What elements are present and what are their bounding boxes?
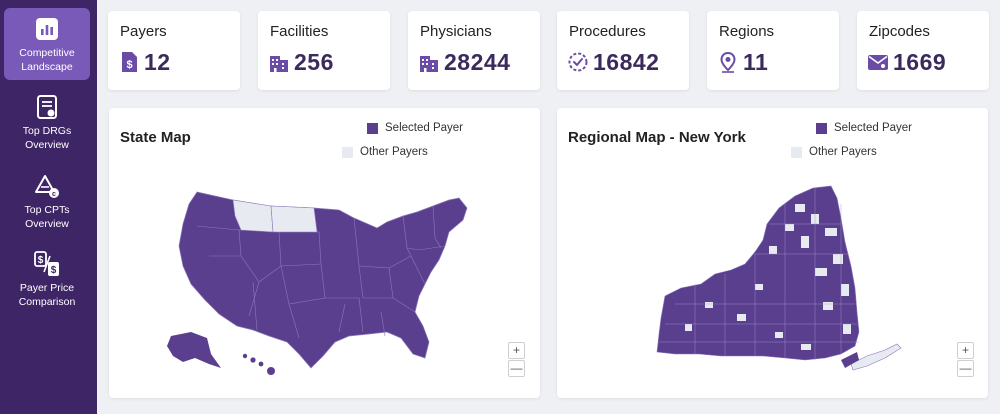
- svg-text:$: $: [38, 255, 44, 266]
- stat-value: 28244: [444, 49, 511, 75]
- dollar-compare-icon: $ $: [34, 251, 59, 276]
- legend-other-payers[interactable]: Other Payers: [791, 146, 877, 158]
- legend-swatch: [816, 122, 827, 134]
- stat-value: 1669: [893, 49, 947, 75]
- stat-card-zipcodes: Zipcodes 1669: [857, 11, 989, 90]
- bar-chart-icon: [36, 18, 58, 40]
- new-york-state-shape: [656, 185, 860, 361]
- zoom-in-button[interactable]: +: [508, 342, 525, 359]
- stat-card-procedures: Procedures 16842: [557, 11, 689, 90]
- map-title: Regional Map - New York: [568, 129, 746, 146]
- document-icon: [37, 95, 57, 119]
- legend-selected-payer[interactable]: Selected Payer: [816, 122, 912, 134]
- sidebar-item-top-drgs[interactable]: Top DRGs Overview: [4, 86, 90, 158]
- state-map-card: State Map Selected Payer Other Payers: [109, 108, 540, 398]
- building-icon: [420, 56, 438, 72]
- sidebar-item-top-cpts[interactable]: c Top CPTs Overview: [4, 165, 90, 237]
- sidebar-item-competitive-landscape[interactable]: Competitive Landscape: [4, 8, 90, 80]
- sidebar-item-label: Top DRGs Overview: [22, 125, 72, 151]
- long-island-shape: [850, 343, 902, 371]
- triangle-c-icon: c: [35, 175, 59, 198]
- stat-value: 12: [144, 49, 171, 75]
- legend-label: Other Payers: [360, 146, 428, 158]
- stat-title: Physicians: [420, 23, 492, 40]
- stat-value: 11: [743, 49, 769, 75]
- stat-value: 16842: [593, 49, 660, 75]
- alaska-shape: [167, 332, 221, 368]
- dollar-document-icon: $: [122, 52, 137, 72]
- hawaii-shape: [242, 353, 275, 375]
- regional-map-card: Regional Map - New York Selected Payer O…: [557, 108, 988, 398]
- zoom-out-button[interactable]: —: [508, 360, 525, 377]
- check-circle-icon: [568, 52, 588, 72]
- stat-card-facilities: Facilities 256: [258, 11, 390, 90]
- legend-swatch: [342, 146, 353, 158]
- legend-swatch: [791, 146, 802, 158]
- sidebar-item-payer-price[interactable]: $ $ Payer Price Comparison: [4, 243, 90, 315]
- sidebar-item-label: Payer Price Comparison: [18, 282, 76, 308]
- stat-title: Procedures: [569, 23, 646, 40]
- svg-text:$: $: [126, 59, 132, 71]
- other-payer-region-montana: [232, 199, 274, 233]
- stat-value: 256: [294, 49, 334, 75]
- stat-title: Regions: [719, 23, 775, 40]
- zipcode-borders: [659, 188, 859, 360]
- legend-swatch: [367, 122, 378, 134]
- legend-other-payers[interactable]: Other Payers: [342, 146, 428, 158]
- us-state-map[interactable]: [149, 186, 489, 386]
- nyc-region-shape: [841, 352, 859, 368]
- zoom-in-button[interactable]: +: [957, 342, 974, 359]
- svg-text:c: c: [52, 191, 56, 198]
- other-payer-region-north-dakota: [270, 205, 318, 233]
- stat-title: Facilities: [270, 23, 329, 40]
- sidebar-item-label: Top CPTs Overview: [24, 204, 70, 230]
- new-york-region-map[interactable]: [645, 184, 905, 388]
- legend-label: Selected Payer: [834, 122, 912, 134]
- stat-card-regions: Regions 11: [707, 11, 839, 90]
- stat-card-payers: Payers $ 12: [108, 11, 240, 90]
- building-icon: [270, 56, 288, 72]
- location-pin-icon: [720, 51, 736, 73]
- stat-title: Payers: [120, 23, 167, 40]
- sidebar-item-label: Competitive Landscape: [19, 47, 75, 73]
- map-title: State Map: [120, 129, 191, 146]
- sidebar: Competitive Landscape Top DRGs Overview …: [0, 0, 97, 414]
- legend-selected-payer[interactable]: Selected Payer: [367, 122, 463, 134]
- legend-label: Other Payers: [809, 146, 877, 158]
- svg-text:$: $: [51, 265, 57, 276]
- stat-title: Zipcodes: [869, 23, 930, 40]
- stat-card-physicians: Physicians 28244: [408, 11, 540, 90]
- zoom-out-button[interactable]: —: [957, 360, 974, 377]
- legend-label: Selected Payer: [385, 122, 463, 134]
- mail-icon: [868, 55, 888, 70]
